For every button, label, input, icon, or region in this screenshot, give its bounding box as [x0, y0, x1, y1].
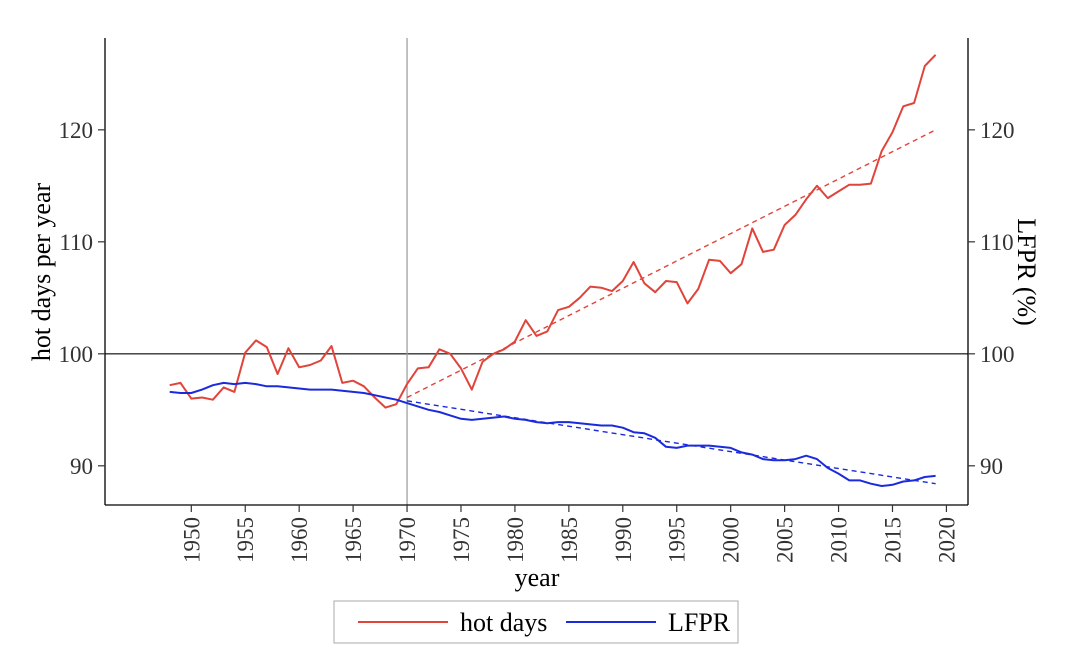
x-tick-label: 1970 [395, 517, 420, 563]
x-tick-label: 1960 [287, 517, 312, 563]
x-tick-label: 2020 [934, 517, 959, 563]
x-tick-label: 1995 [665, 517, 690, 563]
y-axis-title: hot days per year [27, 183, 56, 362]
x-tick-label: 2000 [719, 517, 744, 563]
x-tick-label: 1975 [449, 517, 474, 563]
legend-label-lfpr: LFPR [668, 608, 731, 637]
y2-tick-label: 120 [980, 118, 1015, 143]
x-axis-title: year [515, 563, 560, 592]
y-tick-label: 120 [59, 118, 94, 143]
y2-axis-title: LFPR (%) [1012, 218, 1041, 326]
plot-area [105, 38, 968, 505]
x-axis-ticks: 1950 1955 1960 1965 1970 1975 1980 1985 1990 1995… [179, 505, 959, 563]
axes [104, 38, 969, 506]
y2-tick-label: 100 [980, 342, 1015, 367]
trend-line-lfpr [406, 400, 936, 485]
x-tick-label: 1955 [233, 517, 258, 563]
x-tick-label: 1950 [179, 517, 204, 563]
y-axis-ticks: 90 100 110 120 [59, 118, 105, 479]
series-line-lfpr [169, 381, 936, 487]
trend-line-hot-days [406, 129, 936, 399]
y-tick-label: 110 [59, 230, 93, 255]
series-line-hot-days [169, 54, 937, 409]
x-tick-label: 1985 [557, 517, 582, 563]
x-tick-label: 2015 [880, 517, 905, 563]
y2-tick-label: 90 [980, 454, 1003, 479]
y-tick-label: 100 [59, 342, 94, 367]
y2-axis-ticks: 90 100 110 120 [968, 118, 1015, 479]
legend: hot days LFPR [333, 600, 739, 644]
x-tick-label: 2005 [773, 517, 798, 563]
y2-tick-label: 110 [980, 230, 1014, 255]
x-tick-label: 1980 [503, 517, 528, 563]
legend-label-hot-days: hot days [460, 608, 547, 637]
x-tick-label: 1990 [611, 517, 636, 563]
y-tick-label: 90 [70, 454, 93, 479]
x-tick-label: 2010 [827, 517, 852, 563]
x-tick-label: 1965 [341, 517, 366, 563]
